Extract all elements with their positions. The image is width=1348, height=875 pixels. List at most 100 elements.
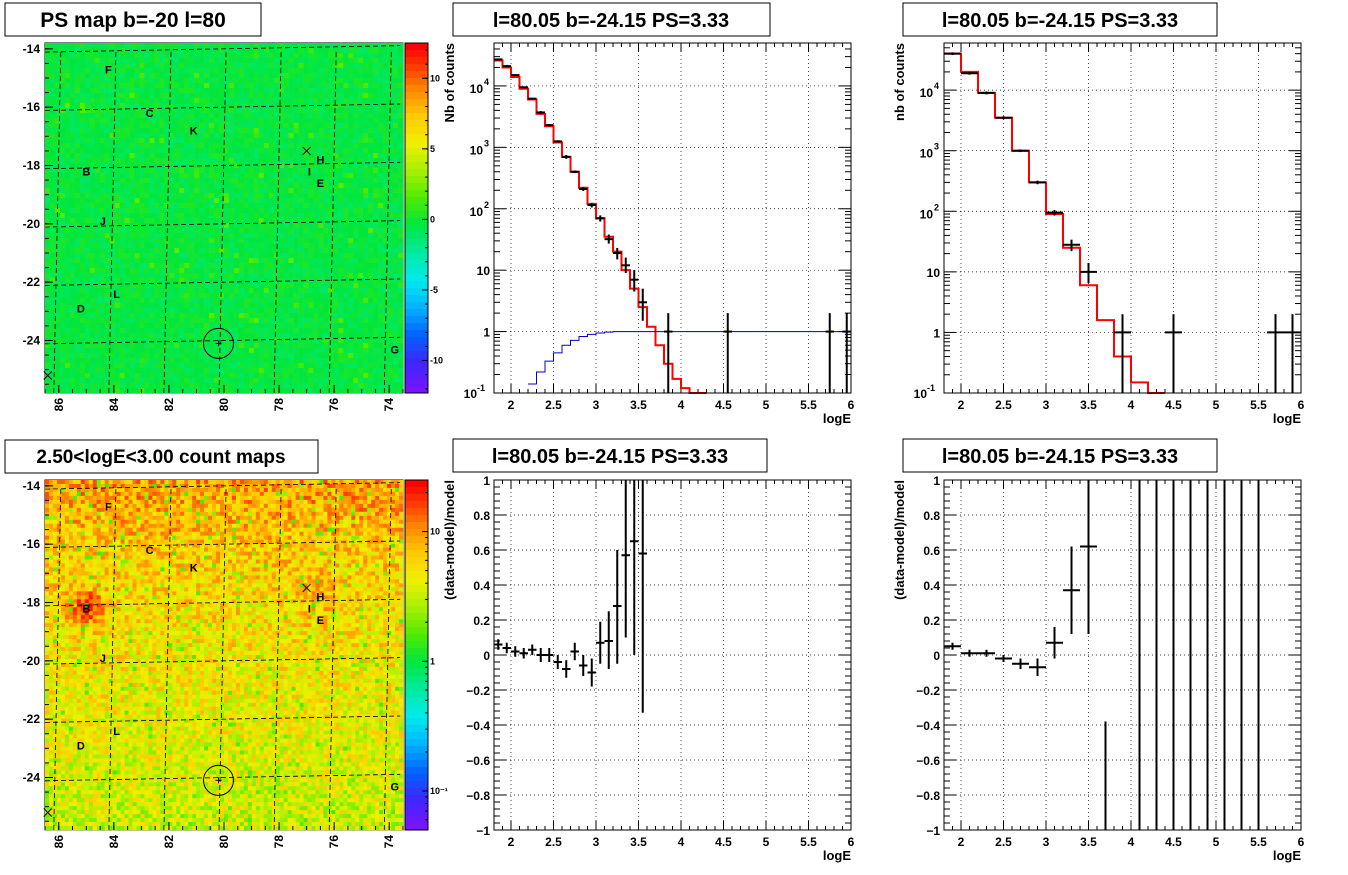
map-pixel	[109, 83, 115, 89]
map-pixel	[303, 323, 309, 329]
map-pixel	[328, 133, 334, 139]
map-pixel	[104, 113, 110, 119]
map-pixel	[174, 168, 180, 174]
map-pixel	[99, 388, 105, 394]
map-pixel	[338, 338, 344, 344]
map-pixel	[124, 78, 130, 84]
map-pixel	[348, 208, 354, 214]
map-pixel	[99, 123, 105, 129]
map-pixel	[169, 278, 175, 284]
map-pixel	[129, 378, 135, 384]
map-pixel	[159, 128, 165, 134]
map-pixel	[333, 308, 339, 314]
map-pixel	[233, 283, 240, 289]
map-pixel	[189, 348, 195, 354]
map-pixel	[89, 358, 96, 364]
map-pixel	[104, 223, 110, 229]
map-pixel	[248, 98, 255, 104]
map-pixel	[228, 383, 235, 389]
map-pixel	[238, 158, 245, 164]
map-pixel	[134, 58, 140, 64]
map-pixel	[184, 183, 190, 189]
map-pixel	[209, 263, 215, 269]
map-pixel	[253, 68, 260, 74]
map-pixel	[99, 323, 105, 329]
map-pixel	[94, 288, 100, 294]
map-pixel	[393, 243, 399, 249]
map-pixel	[293, 163, 299, 169]
map-pixel	[253, 248, 260, 254]
map-pixel	[263, 98, 270, 104]
map-pixel	[204, 68, 210, 74]
map-pixel	[134, 318, 140, 324]
map-pixel	[383, 188, 389, 194]
map-pixel	[114, 123, 120, 129]
map-pixel	[204, 313, 210, 319]
map-pixel	[164, 158, 170, 164]
map-pixel	[104, 93, 110, 99]
map-pixel	[214, 283, 220, 289]
map-pixel	[313, 208, 319, 214]
map-pixel	[144, 218, 150, 224]
map-pixel	[233, 218, 240, 224]
map-pixel	[348, 333, 354, 339]
map-pixel	[159, 278, 165, 284]
map-pixel	[318, 163, 324, 169]
map-pixel	[139, 238, 145, 244]
map-pixel	[94, 193, 100, 199]
map-pixel	[124, 298, 130, 304]
map-pixel	[353, 83, 359, 89]
map-pixel	[233, 318, 240, 324]
map-pixel	[313, 258, 319, 264]
map-pixel	[228, 98, 235, 104]
map-pixel	[298, 188, 304, 194]
map-pixel	[199, 253, 205, 259]
map-pixel	[263, 263, 270, 269]
map-pixel	[368, 113, 374, 119]
map-pixel	[358, 213, 364, 219]
map-pixel	[184, 153, 190, 159]
map-pixel	[159, 78, 165, 84]
map-pixel	[338, 178, 344, 184]
map-pixel	[84, 68, 91, 74]
map-pixel	[263, 278, 270, 284]
map-pixel	[268, 48, 275, 54]
map-pixel	[84, 178, 91, 184]
map-pixel	[139, 368, 145, 374]
map-pixel	[139, 218, 145, 224]
map-pixel	[159, 68, 165, 74]
map-pixel	[74, 238, 81, 244]
map-pixel	[189, 173, 195, 179]
map-pixel	[164, 138, 170, 144]
map-pixel	[74, 138, 81, 144]
map-pixel	[109, 138, 115, 144]
map-pixel	[214, 183, 220, 189]
map-pixel	[154, 193, 160, 199]
map-pixel	[308, 298, 314, 304]
map-pixel	[144, 358, 150, 364]
map-pixel	[273, 113, 279, 119]
map-pixel	[179, 143, 185, 149]
map-pixel	[393, 123, 399, 129]
map-pixel	[388, 208, 394, 214]
map-pixel	[49, 53, 56, 59]
map-pixel	[219, 283, 225, 289]
map-pixel	[388, 303, 394, 309]
map-pixel	[64, 163, 71, 169]
map-pixel	[243, 133, 250, 139]
map-pixel	[358, 368, 364, 374]
map-pixel	[268, 123, 275, 129]
map-pixel	[388, 358, 394, 364]
map-pixel	[383, 213, 389, 219]
map-pixel	[139, 363, 145, 369]
map-pixel	[199, 83, 205, 89]
map-pixel	[224, 268, 230, 274]
map-pixel	[209, 78, 215, 84]
map-pixel	[109, 353, 115, 359]
map-pixel	[378, 213, 384, 219]
map-pixel	[358, 358, 364, 364]
map-pixel	[383, 383, 389, 389]
map-pixel	[119, 178, 125, 184]
map-pixel	[119, 238, 125, 244]
map-pixel	[74, 283, 81, 289]
